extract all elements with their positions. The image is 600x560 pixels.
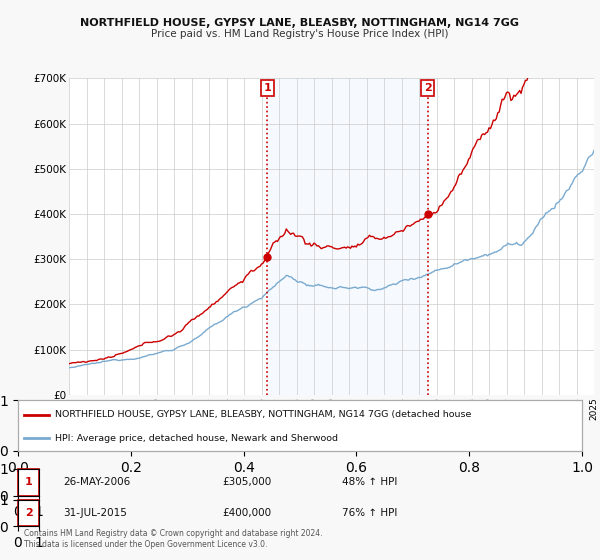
- Text: NORTHFIELD HOUSE, GYPSY LANE, BLEASBY, NOTTINGHAM, NG14 7GG (detached house: NORTHFIELD HOUSE, GYPSY LANE, BLEASBY, N…: [55, 410, 471, 419]
- Text: 48% ↑ HPI: 48% ↑ HPI: [342, 477, 397, 487]
- Text: 1: 1: [263, 83, 271, 93]
- Text: HPI: Average price, detached house, Newark and Sherwood: HPI: Average price, detached house, Newa…: [55, 433, 338, 443]
- Text: NORTHFIELD HOUSE, GYPSY LANE, BLEASBY, NOTTINGHAM, NG14 7GG: NORTHFIELD HOUSE, GYPSY LANE, BLEASBY, N…: [80, 18, 520, 28]
- Text: Contains HM Land Registry data © Crown copyright and database right 2024.
This d: Contains HM Land Registry data © Crown c…: [24, 529, 323, 549]
- Bar: [268, 78, 428, 395]
- Text: 2: 2: [424, 83, 431, 93]
- Text: 76% ↑ HPI: 76% ↑ HPI: [342, 508, 397, 518]
- Text: £400,000: £400,000: [222, 508, 271, 518]
- Text: 2: 2: [25, 508, 32, 518]
- Text: £305,000: £305,000: [222, 477, 271, 487]
- Text: Price paid vs. HM Land Registry's House Price Index (HPI): Price paid vs. HM Land Registry's House …: [151, 29, 449, 39]
- Text: 31-JUL-2015: 31-JUL-2015: [63, 508, 127, 518]
- Text: 26-MAY-2006: 26-MAY-2006: [63, 477, 130, 487]
- Text: 1: 1: [25, 477, 32, 487]
